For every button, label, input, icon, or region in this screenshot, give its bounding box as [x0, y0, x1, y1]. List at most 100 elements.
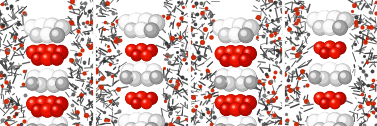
Circle shape: [322, 100, 325, 104]
Circle shape: [31, 74, 34, 76]
Circle shape: [27, 70, 42, 85]
Circle shape: [337, 13, 353, 28]
Circle shape: [218, 49, 223, 54]
Circle shape: [136, 92, 146, 102]
Circle shape: [248, 79, 250, 81]
Circle shape: [146, 45, 155, 54]
Circle shape: [38, 22, 41, 25]
Circle shape: [27, 45, 40, 59]
Circle shape: [232, 18, 249, 35]
Circle shape: [35, 19, 48, 32]
Circle shape: [153, 118, 155, 121]
Circle shape: [126, 124, 136, 126]
Circle shape: [311, 65, 322, 76]
Circle shape: [239, 54, 251, 66]
Circle shape: [56, 48, 61, 53]
Circle shape: [125, 123, 139, 126]
Circle shape: [326, 11, 343, 27]
Circle shape: [217, 78, 221, 83]
Circle shape: [39, 48, 41, 50]
Circle shape: [239, 28, 253, 42]
Circle shape: [225, 96, 236, 107]
Circle shape: [138, 13, 155, 30]
Circle shape: [330, 99, 338, 107]
Circle shape: [333, 123, 347, 126]
Circle shape: [315, 125, 320, 126]
Circle shape: [139, 114, 152, 126]
Circle shape: [47, 47, 52, 52]
Circle shape: [338, 13, 350, 25]
Circle shape: [142, 99, 150, 107]
Circle shape: [242, 118, 253, 126]
Circle shape: [41, 105, 51, 115]
Circle shape: [34, 32, 36, 34]
Circle shape: [50, 28, 64, 42]
Circle shape: [145, 75, 147, 77]
Circle shape: [325, 22, 331, 28]
Circle shape: [138, 113, 155, 126]
Circle shape: [218, 71, 224, 77]
Circle shape: [146, 93, 157, 104]
Circle shape: [242, 106, 244, 108]
Circle shape: [241, 69, 256, 84]
Circle shape: [233, 46, 248, 60]
Circle shape: [41, 53, 54, 65]
Circle shape: [151, 72, 160, 81]
Circle shape: [26, 124, 39, 126]
Circle shape: [123, 74, 126, 76]
Circle shape: [25, 20, 40, 36]
Circle shape: [125, 23, 139, 37]
Circle shape: [34, 18, 51, 35]
Circle shape: [216, 117, 231, 126]
Circle shape: [321, 117, 323, 119]
Circle shape: [320, 75, 322, 77]
Circle shape: [228, 69, 241, 81]
Circle shape: [121, 17, 127, 23]
Circle shape: [323, 21, 335, 32]
Circle shape: [136, 124, 142, 126]
Circle shape: [223, 19, 239, 35]
Circle shape: [227, 115, 244, 126]
Circle shape: [52, 117, 67, 126]
Circle shape: [329, 115, 336, 122]
Circle shape: [143, 100, 147, 104]
Circle shape: [319, 74, 324, 79]
Circle shape: [36, 80, 41, 85]
Circle shape: [335, 125, 340, 126]
Circle shape: [129, 14, 142, 27]
Circle shape: [40, 27, 55, 42]
Circle shape: [340, 72, 349, 81]
Circle shape: [143, 52, 147, 56]
Circle shape: [55, 20, 70, 36]
Circle shape: [313, 123, 327, 126]
Circle shape: [51, 81, 53, 84]
Circle shape: [46, 97, 57, 108]
Circle shape: [219, 99, 221, 101]
Circle shape: [144, 23, 158, 37]
Circle shape: [234, 96, 245, 107]
Circle shape: [57, 22, 63, 28]
Circle shape: [331, 72, 341, 83]
Circle shape: [236, 125, 247, 126]
Circle shape: [53, 118, 64, 126]
Circle shape: [317, 11, 334, 28]
Circle shape: [132, 98, 142, 109]
Circle shape: [214, 21, 226, 33]
Circle shape: [153, 74, 155, 76]
Circle shape: [41, 53, 51, 63]
Circle shape: [40, 116, 52, 126]
Circle shape: [241, 105, 246, 110]
Circle shape: [244, 73, 247, 75]
Circle shape: [245, 22, 251, 28]
Circle shape: [235, 124, 249, 126]
Circle shape: [147, 25, 152, 31]
Circle shape: [32, 53, 44, 65]
Circle shape: [227, 22, 229, 25]
Circle shape: [320, 48, 328, 56]
Circle shape: [41, 118, 48, 124]
Circle shape: [127, 25, 132, 31]
Circle shape: [247, 24, 249, 26]
Circle shape: [35, 125, 45, 126]
Circle shape: [324, 65, 331, 71]
Circle shape: [241, 117, 256, 126]
